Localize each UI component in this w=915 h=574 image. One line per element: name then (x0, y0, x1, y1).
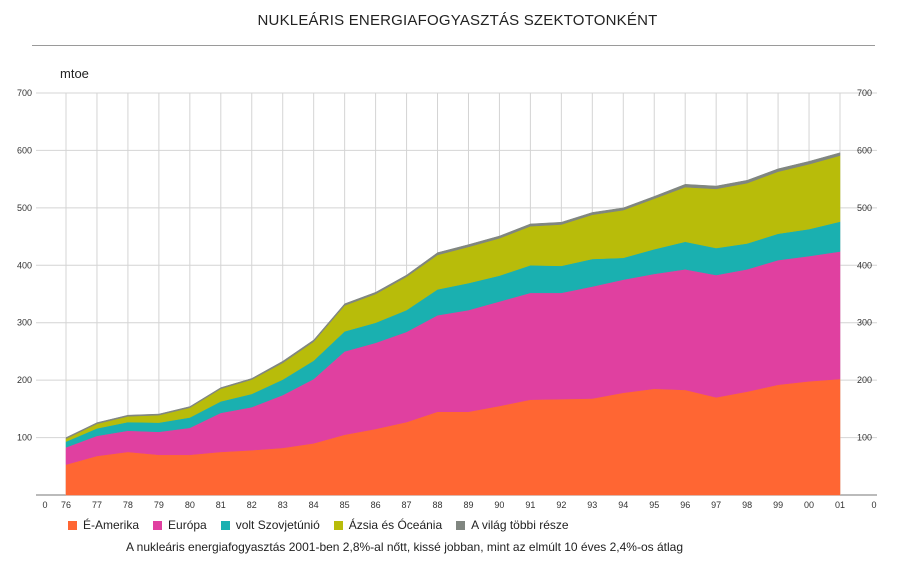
y-tick-label-right-100: 100 (857, 433, 872, 443)
x-tick-label-92: 92 (556, 500, 566, 510)
legend-swatch (220, 520, 230, 530)
y-tick-label-left-100: 100 (17, 433, 32, 443)
x-tick-label-94: 94 (618, 500, 628, 510)
legend-label: volt Szovjetúnió (235, 518, 320, 532)
series-area-a-világ-többi-része (65, 152, 841, 440)
legend-swatch (333, 520, 343, 530)
x-tick-label-89: 89 (463, 500, 473, 510)
x-tick-label-99: 99 (773, 500, 783, 510)
legend-item: Európa (153, 518, 207, 532)
x-tick-label-87: 87 (402, 500, 412, 510)
title-divider (32, 45, 875, 46)
x-tick-label-83: 83 (278, 500, 288, 510)
x-tick-label-76: 76 (61, 500, 71, 510)
x-tick-label-00: 00 (804, 500, 814, 510)
legend-item: volt Szovjetúnió (220, 518, 320, 532)
legend-label: Ázsia és Óceánia (348, 518, 443, 532)
x-tick-label-91: 91 (525, 500, 535, 510)
legend-swatch (456, 520, 466, 530)
legend-item: É-Amerika (68, 518, 139, 532)
y-tick-label-left-600: 600 (17, 145, 32, 155)
y-tick-label-left-500: 500 (17, 203, 32, 213)
y-tick-label-right-600: 600 (857, 145, 872, 155)
legend-label: É-Amerika (83, 518, 140, 532)
x-tick-label-90: 90 (494, 500, 504, 510)
x-tick-label-96: 96 (680, 500, 690, 510)
y-tick-label-right-400: 400 (857, 260, 872, 270)
y-tick-label-left-400: 400 (17, 260, 32, 270)
x-origin-label-right: 0 (871, 500, 876, 510)
legend: É-Amerika Európa volt Szovjetúnió Ázsia és … (68, 518, 583, 532)
legend-swatch (153, 520, 163, 530)
y-tick-label-right-500: 500 (857, 203, 872, 213)
x-origin-label-left: 0 (42, 500, 47, 510)
x-tick-label-84: 84 (309, 500, 319, 510)
x-tick-label-77: 77 (92, 500, 102, 510)
y-tick-label-right-300: 300 (857, 318, 872, 328)
x-tick-label-81: 81 (216, 500, 226, 510)
x-tick-label-95: 95 (649, 500, 659, 510)
y-tick-label-right-700: 700 (857, 88, 872, 98)
chart-caption: A nukleáris energiafogyasztás 2001-ben 2… (126, 540, 683, 554)
legend-item: Ázsia és Óceánia (333, 518, 443, 532)
x-tick-label-97: 97 (711, 500, 721, 510)
x-tick-label-80: 80 (185, 500, 195, 510)
x-tick-label-88: 88 (433, 500, 443, 510)
x-tick-label-98: 98 (742, 500, 752, 510)
y-tick-label-right-200: 200 (857, 375, 872, 385)
x-tick-label-93: 93 (587, 500, 597, 510)
x-tick-label-01: 01 (835, 500, 845, 510)
x-tick-label-85: 85 (340, 500, 350, 510)
y-tick-label-left-300: 300 (17, 318, 32, 328)
y-axis-unit-label: mtoe (60, 66, 89, 81)
x-tick-label-86: 86 (371, 500, 381, 510)
legend-swatch (68, 520, 77, 530)
legend-label: A világ többi része (471, 518, 569, 532)
x-tick-label-78: 78 (123, 500, 133, 510)
x-tick-label-79: 79 (154, 500, 164, 510)
y-tick-label-left-200: 200 (17, 375, 32, 385)
legend-label: Európa (168, 518, 207, 532)
legend-item: A világ többi része (456, 518, 569, 532)
x-tick-label-82: 82 (247, 500, 257, 510)
y-tick-label-left-700: 700 (17, 88, 32, 98)
chart-title: NUKLEÁRIS ENERGIAFOGYASZTÁS SZEKTOTONKÉN… (257, 12, 658, 29)
